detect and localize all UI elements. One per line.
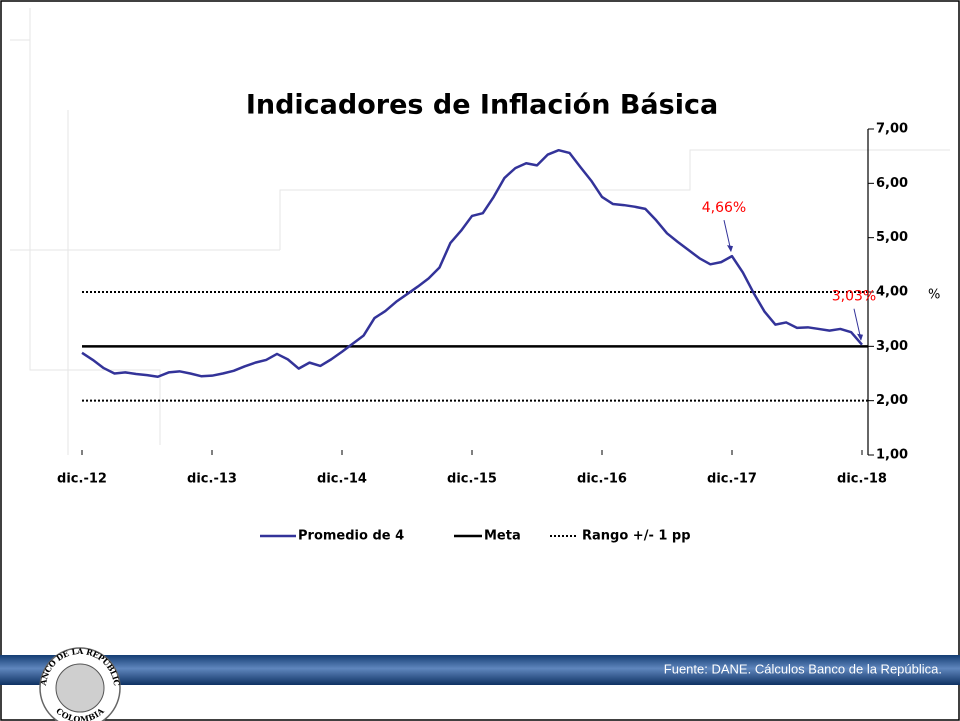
logo-face <box>55 663 105 713</box>
data-label: 4,66% <box>702 200 746 216</box>
legend-label: Meta <box>484 529 521 544</box>
data-line <box>81 148 863 379</box>
chart-title: Indicadores de Inflación Básica <box>246 90 718 121</box>
legend-label: Promedio de 4 <box>298 529 404 544</box>
plot: 1,00 2,00 3,00 4,00 5,00 6,00 7,00 dic.-12 dic.-… <box>57 122 908 487</box>
legend: Promedio de 4 Meta Rango +/- 1 pp <box>260 529 691 544</box>
x-tick-label: dic.-12 <box>57 472 107 487</box>
x-tick-label: dic.-13 <box>187 472 237 487</box>
x-tick-label: dic.-17 <box>707 472 757 487</box>
x-tick-label: dic.-16 <box>577 472 627 487</box>
label-arrowhead <box>727 245 733 253</box>
y-tick-label: 6,00 <box>876 176 908 191</box>
x-tick-label: dic.-14 <box>317 472 367 487</box>
y-tick-label: 1,00 <box>876 448 908 463</box>
y-tick-label: 3,00 <box>876 339 908 354</box>
label-arrowhead <box>857 333 863 341</box>
background-decor <box>10 8 950 455</box>
legend-label: Rango +/- 1 pp <box>582 529 691 544</box>
footer-band <box>0 655 960 685</box>
y-tick-label: 4,00 <box>876 285 908 300</box>
y-unit: % <box>928 288 940 303</box>
footer-source: Fuente: DANE. Cálculos Banco de la Repúb… <box>664 661 942 676</box>
data-label: 3,03% <box>832 289 876 305</box>
y-tick-label: 7,00 <box>876 122 908 137</box>
x-tick-label: dic.-18 <box>837 472 887 487</box>
x-tick-label: dic.-15 <box>447 472 497 487</box>
y-tick-label: 2,00 <box>876 393 908 408</box>
y-tick-label: 5,00 <box>876 230 908 245</box>
